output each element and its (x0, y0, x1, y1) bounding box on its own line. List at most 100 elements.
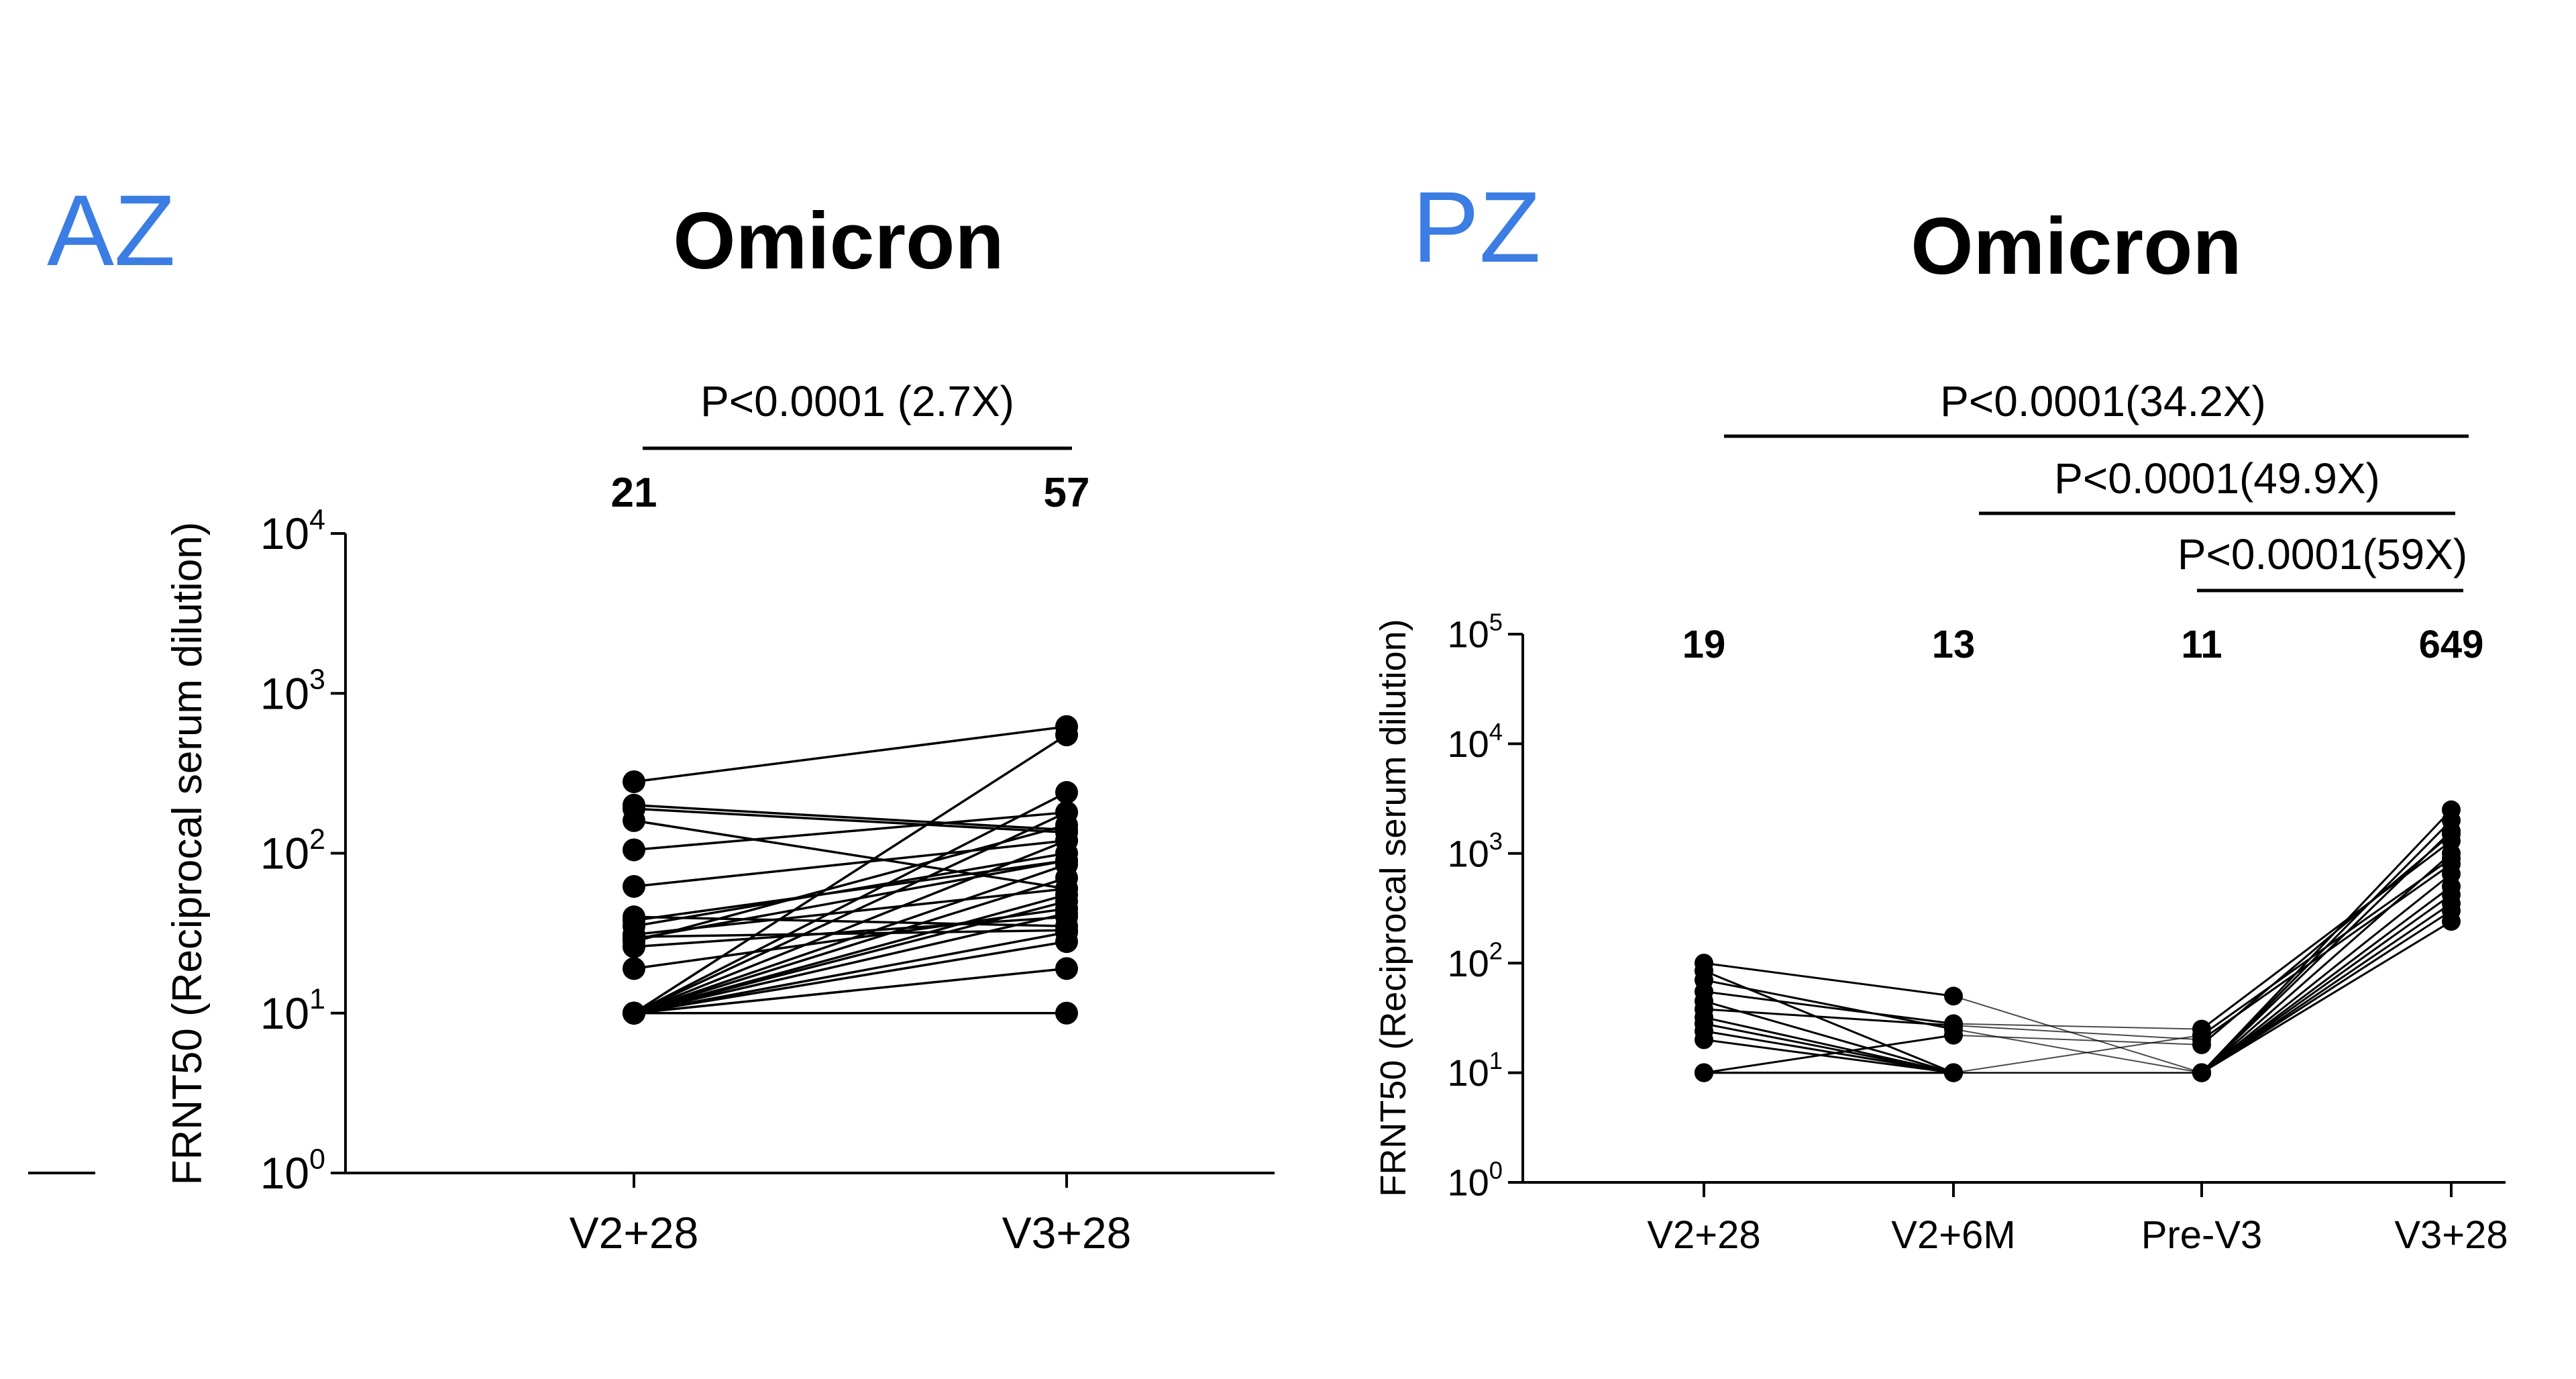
data-point (1055, 813, 1078, 837)
data-points (1695, 800, 2461, 1082)
data-line (633, 807, 1067, 834)
data-line (1703, 1016, 1954, 1074)
data-line (1703, 962, 1954, 997)
panel-az: AZ Omicron FRNT50 (Reciprocal serum diluti… (47, 174, 1275, 1258)
data-line (1703, 979, 1954, 1031)
y-tick-exponent: 1 (309, 983, 325, 1015)
data-point (1055, 780, 1078, 804)
y-tick-exponent: 4 (1489, 718, 1503, 746)
y-tick-label: 101 (260, 983, 325, 1038)
panel-label: PZ (1412, 170, 1541, 283)
data-line (633, 912, 1067, 1015)
y-tick-label: 100 (1447, 1156, 1503, 1203)
y-tick-label: 104 (1447, 718, 1503, 765)
y-tick-base: 10 (1447, 613, 1489, 656)
data-line (633, 900, 1067, 1015)
data-point (623, 1001, 645, 1025)
data-line (1953, 1034, 2202, 1045)
data-point (1944, 1063, 1963, 1082)
y-tick-base: 10 (260, 668, 309, 718)
y-tick-exponent: 2 (1489, 937, 1503, 965)
data-line (1953, 995, 2202, 1074)
data-line (2201, 885, 2452, 1074)
data-line (633, 733, 1067, 1015)
data-line (2201, 894, 2452, 1074)
y-tick-exponent: 3 (1489, 827, 1503, 855)
y-tick-label: 103 (1447, 827, 1503, 874)
data-point (623, 838, 645, 862)
data-point (623, 874, 645, 898)
data-point (1695, 1030, 1713, 1050)
data-line (1703, 1038, 1954, 1074)
y-tick-exponent: 0 (309, 1143, 325, 1175)
data-line (1703, 1008, 1954, 1027)
data-point (1055, 919, 1078, 942)
y-tick-base: 10 (260, 829, 309, 878)
data-point (1944, 986, 1963, 1006)
panel-pz: PZ Omicron FRNT50 (Reciprocal serum diluti… (1373, 170, 2508, 1257)
data-line (633, 915, 1067, 948)
data-line (2201, 839, 2452, 1030)
x-tick-label: V2+28 (1647, 1213, 1760, 1257)
data-line (1953, 1028, 2202, 1074)
median-label: 13 (1932, 623, 1976, 666)
data-point (1055, 866, 1078, 890)
chart-title: Omicron (673, 196, 1004, 286)
y-tick-exponent: 4 (309, 503, 325, 535)
data-line (633, 823, 1067, 943)
y-axis-label: FRNT50 (Reciprocal serum dilution) (1373, 619, 1413, 1196)
data-point (1055, 957, 1078, 980)
median-label: 11 (2181, 623, 2222, 666)
data-point (623, 770, 645, 793)
data-line (2201, 903, 2452, 1074)
data-line (633, 725, 1067, 783)
data-point (623, 957, 645, 980)
y-tick-label: 100 (260, 1143, 325, 1198)
y-axis-label: FRNT50 (Reciprocal serum dilution) (164, 522, 211, 1186)
data-point (1055, 841, 1078, 865)
x-tick-label: V2+6M (1891, 1213, 2015, 1257)
y-tick-base: 10 (1447, 1162, 1489, 1204)
chart-title: Omicron (1911, 201, 2241, 291)
data-point (1055, 902, 1078, 925)
data-line (1703, 990, 1954, 1025)
data-line (633, 929, 1067, 938)
data-line (633, 859, 1067, 941)
data-point (623, 930, 645, 954)
data-line (633, 804, 1067, 831)
data-line (633, 852, 1067, 927)
comparison-label: P<0.0001 (2.7X) (700, 377, 1014, 425)
y-tick-exponent: 5 (1489, 608, 1503, 635)
panel-label: AZ (47, 174, 176, 287)
data-line (1953, 1034, 2202, 1074)
y-tick-label: 102 (1447, 937, 1503, 984)
data-line (2201, 858, 2452, 1036)
data-line (633, 876, 1067, 1015)
data-line (633, 967, 1067, 1015)
y-tick-base: 10 (260, 988, 309, 1038)
data-line (633, 940, 1067, 1015)
data-point (2192, 1025, 2211, 1045)
data-line (1953, 1023, 2202, 1030)
data-line (1703, 1029, 1954, 1074)
comparison-label: P<0.0001(49.9X) (2054, 454, 2380, 503)
y-tick-label: 101 (1447, 1047, 1503, 1094)
comparison-label: P<0.0001(34.2X) (1940, 377, 2266, 425)
data-line (1703, 1023, 1954, 1074)
data-lines (1703, 809, 2453, 1074)
data-line (633, 863, 1067, 1015)
data-line (633, 811, 1067, 1015)
data-line (2201, 873, 2452, 1074)
data-line (633, 819, 1067, 890)
data-line (633, 931, 1067, 1015)
y-tick-base: 10 (260, 1148, 309, 1198)
data-line (1703, 1000, 1954, 1074)
data-points (623, 715, 1078, 1025)
data-lines (633, 725, 1067, 1015)
y-tick-label: 102 (260, 823, 325, 878)
data-point (2442, 849, 2461, 868)
data-point (1055, 1001, 1078, 1025)
comparison-label: P<0.0001(59X) (2178, 530, 2467, 578)
y-tick-label: 104 (260, 503, 325, 558)
